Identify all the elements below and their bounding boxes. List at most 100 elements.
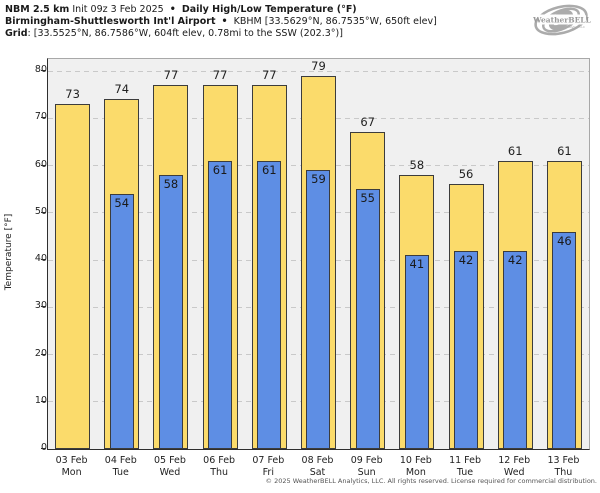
bar-group-11-Feb: 56 42 (441, 59, 490, 449)
chart-header: NBM 2.5 km Init 09z 3 Feb 2025 • Daily H… (5, 4, 437, 40)
low-bar[interactable] (404, 255, 429, 449)
x-tick-11-Feb: 11 Feb Tue (435, 455, 495, 479)
y-tick-label-80: 80 (7, 64, 47, 75)
station-name: Birmingham-Shuttlesworth Int'l Airport (5, 16, 216, 27)
weatherbell-logo: WeatherBELL Analytics LLC (532, 4, 592, 36)
init-time: Init 09z 3 Feb 2025 (72, 4, 164, 15)
header-line-3: Grid: [33.5525°N, 86.7586°W, 604ft elev,… (5, 28, 437, 40)
low-bar[interactable] (355, 189, 380, 449)
high-value-label: 77 (212, 68, 228, 82)
low-value-label: 61 (261, 163, 277, 177)
x-tick-date: 05 Feb (153, 455, 186, 466)
high-bar[interactable] (55, 104, 91, 449)
x-tick-day: Mon (405, 467, 426, 478)
x-tick-date: 13 Feb (547, 455, 580, 466)
bar-group-09-Feb: 67 55 (343, 59, 392, 449)
low-value-label: 54 (114, 196, 130, 210)
bar-group-12-Feb: 61 42 (491, 59, 540, 449)
low-bar[interactable] (503, 251, 528, 449)
low-bar[interactable] (158, 175, 183, 449)
x-tick-date: 09 Feb (350, 455, 383, 466)
bar-group-08-Feb: 79 59 (294, 59, 343, 449)
model-name: NBM 2.5 km (5, 4, 70, 15)
low-value-label: 59 (311, 172, 326, 186)
x-tick-12-Feb: 12 Feb Wed (484, 455, 544, 479)
x-tick-date: 11 Feb (449, 455, 481, 466)
x-tick-day: Tue (112, 467, 129, 478)
y-tick-mark-20 (41, 353, 46, 355)
y-tick-mark-50 (41, 211, 46, 213)
logo-wordmark: WeatherBELL (532, 16, 591, 25)
x-tick-day: Tue (456, 467, 474, 478)
high-value-label: 58 (409, 158, 425, 172)
y-tick-mark-30 (41, 306, 46, 308)
y-tick-label-30: 30 (7, 300, 47, 311)
bullet-separator: • (169, 4, 176, 15)
x-tick-06-Feb: 06 Feb Thu (189, 455, 249, 479)
chart-title: Daily High/Low Temperature (°F) (181, 4, 357, 15)
low-value-label: 46 (557, 234, 572, 248)
bar-group-05-Feb: 77 58 (146, 59, 195, 449)
bar-group-06-Feb: 77 61 (196, 59, 245, 449)
y-tick-mark-60 (41, 164, 46, 166)
x-tick-04-Feb: 04 Feb Tue (91, 455, 151, 479)
bar-group-04-Feb: 74 54 (97, 59, 146, 449)
low-bar[interactable] (454, 251, 479, 449)
x-tick-day: Sun (357, 467, 376, 478)
low-bar[interactable] (208, 161, 233, 449)
logo-text-panel (538, 14, 586, 25)
station-coords: KBHM [33.5629°N, 86.7535°W, 650ft elev] (233, 16, 437, 27)
x-tick-date: 06 Feb (203, 455, 236, 466)
x-tick-03-Feb: 03 Feb Mon (42, 455, 102, 479)
bullet-separator: • (221, 16, 228, 27)
low-bar[interactable] (257, 161, 282, 449)
y-tick-mark-40 (41, 259, 46, 260)
low-bar[interactable] (109, 194, 134, 449)
low-bar[interactable] (306, 170, 331, 449)
low-bar[interactable] (552, 232, 577, 449)
high-value-label: 56 (458, 167, 474, 181)
x-tick-05-Feb: 05 Feb Wed (140, 455, 200, 479)
x-tick-day: Thu (210, 467, 229, 478)
y-tick-label-10: 10 (7, 395, 47, 406)
x-tick-day: Mon (61, 467, 82, 478)
y-tick-mark-0 (41, 448, 46, 449)
x-tick-date: 10 Feb (399, 455, 432, 466)
x-tick-day: Fri (262, 467, 274, 478)
high-value-label: 79 (311, 59, 326, 73)
low-value-label: 41 (409, 257, 425, 271)
bar-group-07-Feb: 77 61 (245, 59, 294, 449)
logo-subtext: Analytics LLC (565, 25, 585, 29)
low-value-label: 42 (458, 253, 474, 267)
x-tick-day: Wed (159, 467, 181, 478)
x-tick-date: 12 Feb (498, 455, 531, 466)
x-tick-date: 08 Feb (301, 455, 334, 466)
y-tick-label-20: 20 (7, 348, 47, 359)
y-tick-label-50: 50 (7, 206, 47, 217)
y-tick-mark-80 (41, 70, 46, 71)
low-value-label: 61 (212, 163, 228, 177)
x-tick-13-Feb: 13 Feb Thu (533, 455, 593, 479)
x-tick-date: 04 Feb (104, 455, 137, 466)
x-tick-day: Sat (309, 467, 326, 478)
x-tick-date: 07 Feb (252, 455, 285, 466)
y-tick-label-60: 60 (7, 159, 47, 170)
y-tick-label-70: 70 (7, 111, 47, 122)
gridline-80 (48, 70, 589, 72)
y-tick-label-40: 40 (7, 253, 47, 264)
bar-group-13-Feb: 61 46 (540, 59, 589, 449)
high-value-label: 61 (507, 144, 523, 158)
x-tick-10-Feb: 10 Feb Mon (386, 455, 446, 479)
grid-label: Grid (5, 28, 28, 39)
bar-group-03-Feb: 73 (48, 59, 97, 449)
x-tick-07-Feb: 07 Feb Fri (238, 455, 298, 479)
x-tick-09-Feb: 09 Feb Sun (337, 455, 397, 479)
high-value-label: 77 (261, 68, 277, 82)
low-value-label: 55 (360, 191, 375, 205)
x-tick-date: 03 Feb (55, 455, 88, 466)
y-tick-mark-70 (41, 117, 46, 119)
x-tick-day: Thu (554, 467, 573, 478)
copyright-notice: © 2025 WeatherBELL Analytics, LLC. All r… (265, 477, 597, 485)
high-value-label: 77 (163, 68, 179, 82)
